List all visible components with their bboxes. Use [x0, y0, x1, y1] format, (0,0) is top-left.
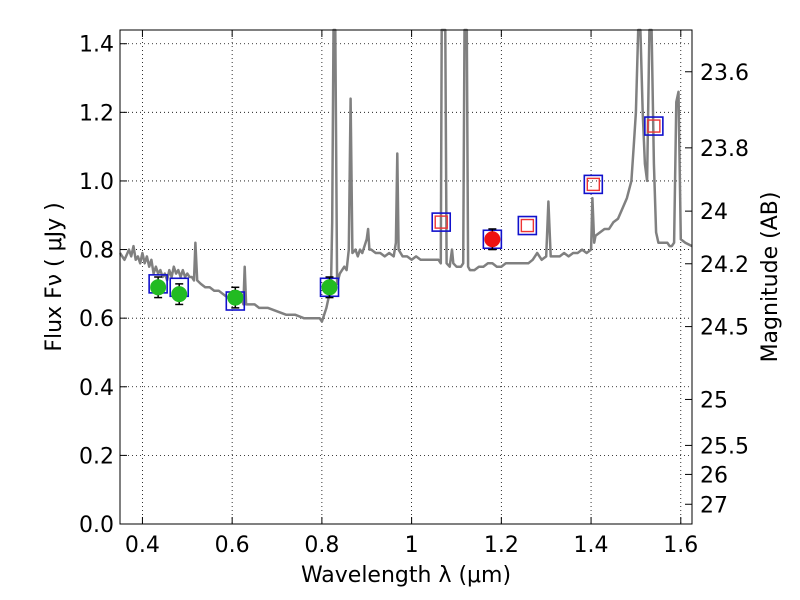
- magnitude-tick-label: 25: [700, 388, 728, 413]
- magnitude-tick-label: 24.5: [700, 316, 749, 341]
- y-tick-label: 0.8: [79, 239, 114, 264]
- observed-photometry-marker: [227, 289, 244, 306]
- y-tick-label: 0.4: [79, 376, 114, 401]
- magnitude-tick-label: 26: [700, 463, 728, 488]
- x-tick-label: 1.2: [484, 533, 519, 558]
- observed-photometry-marker: [171, 286, 188, 303]
- unobserved-band-marker: [647, 119, 661, 133]
- unobserved-band-marker: [434, 215, 448, 229]
- x-tick-label: 0.8: [304, 533, 339, 558]
- spectrum-line: [118, 28, 693, 323]
- y-tick-label: 1.2: [79, 101, 114, 126]
- magnitude-tick-label: 23.8: [700, 137, 749, 162]
- x-tick-label: 1: [405, 533, 419, 558]
- model-photometry-marker: [644, 116, 664, 136]
- model-photometry-marker: [517, 215, 538, 236]
- magnitude-tick-label: 24: [700, 200, 728, 225]
- magnitude-tick-label: 25.5: [700, 434, 749, 459]
- observed-photometry-marker: [321, 279, 338, 296]
- highlighted-band-marker: [484, 231, 501, 248]
- x-tick-label: 0.4: [125, 533, 160, 558]
- y-axis-label: Flux Fν ( μJy ): [42, 202, 67, 351]
- model-photometry-marker: [431, 212, 452, 232]
- x-axis-label: Wavelength λ (μm): [301, 563, 511, 588]
- unobserved-band-marker: [586, 177, 601, 192]
- y-tick-label: 0.2: [79, 444, 114, 469]
- magnitude-tick-label: 23.6: [700, 61, 749, 86]
- x-tick-label: 0.6: [215, 533, 250, 558]
- axis-ticks: 0.4 0.6 0.8 1 1.2 1.4 1.6 0.0 0.2 0.4 0.6 0.8 1.0 1.2…: [79, 30, 749, 558]
- markers-layer: [148, 116, 664, 311]
- x-tick-label: 1.4: [574, 533, 609, 558]
- magnitude-axis-label: Magnitude (AB): [758, 192, 783, 363]
- y-tick-label: 0.6: [79, 307, 114, 332]
- unobserved-band-marker: [520, 218, 535, 233]
- x-tick-label: 1.6: [663, 533, 698, 558]
- model-photometry-marker: [583, 174, 604, 195]
- magnitude-tick-label: 24.2: [700, 253, 749, 278]
- y-tick-label: 1.4: [79, 33, 114, 58]
- magnitude-tick-label: 27: [700, 493, 728, 518]
- spectrum-layer: [118, 28, 693, 323]
- y-tick-label: 1.0: [79, 170, 114, 195]
- observed-photometry-marker: [150, 279, 167, 296]
- y-tick-label: 0.0: [79, 513, 114, 538]
- plot-frame: [119, 29, 693, 525]
